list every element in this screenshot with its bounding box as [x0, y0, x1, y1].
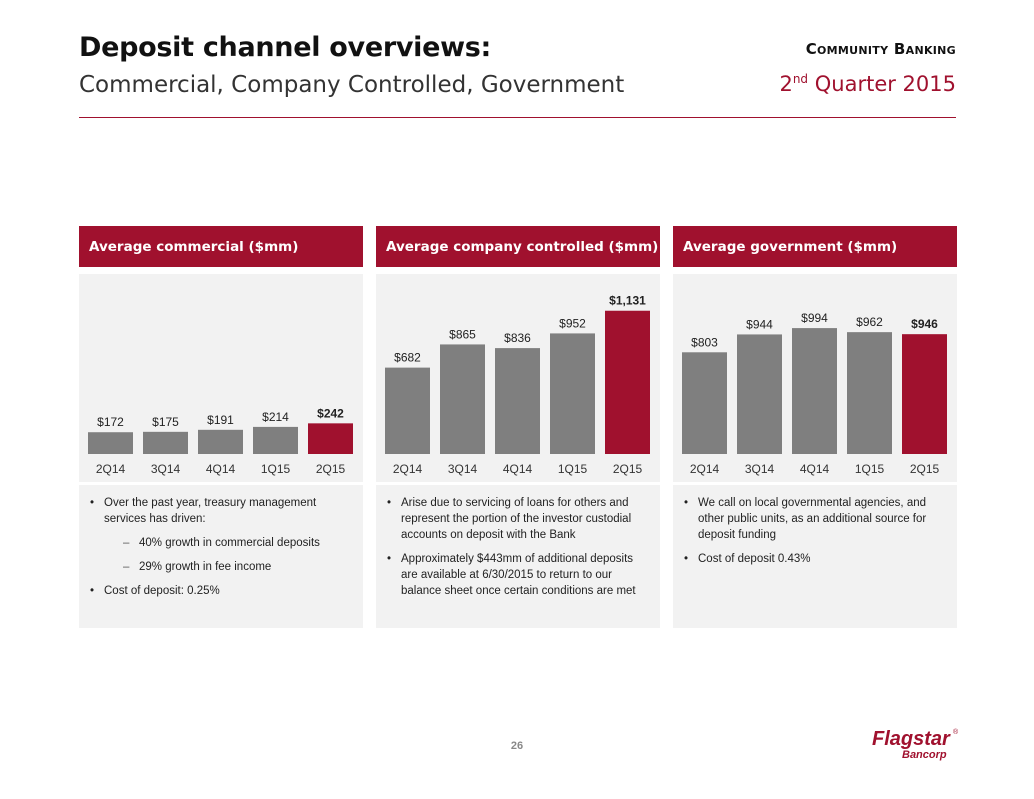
- bar: [143, 431, 188, 454]
- bullet-item: Arise due to servicing of loans for othe…: [386, 495, 640, 543]
- data-label: $242: [317, 406, 344, 420]
- svg-text:®: ®: [953, 728, 959, 736]
- data-label: $214: [262, 410, 289, 424]
- bar: [253, 426, 298, 454]
- x-tick-label: 2Q15: [613, 462, 643, 476]
- data-label: $682: [394, 351, 421, 365]
- bar: [88, 432, 133, 454]
- data-label: $803: [691, 335, 718, 349]
- data-label: $944: [746, 317, 773, 331]
- sub-bullet-item: 29% growth in fee income: [89, 559, 343, 575]
- bar: [605, 310, 650, 454]
- bar: [440, 344, 485, 454]
- bar: [737, 334, 782, 454]
- data-label: $836: [504, 331, 531, 345]
- flagstar-logo: Flagstar ® Bancorp: [870, 725, 960, 770]
- government-notes: We call on local governmental agencies, …: [673, 485, 957, 628]
- x-tick-label: 2Q15: [910, 462, 940, 476]
- x-tick-label: 1Q15: [261, 462, 291, 476]
- quarter-label: 2nd Quarter 2015: [779, 72, 956, 96]
- bar: [847, 332, 892, 454]
- section-label: Community Banking: [805, 40, 956, 58]
- bullet-item: Approximately $443mm of additional depos…: [386, 551, 640, 599]
- data-label: $994: [801, 311, 828, 325]
- company-controlled-chart-svg: $682 2Q14 $865 3Q14 $836 4Q14 $952 1Q15 $1,131 2Q…: [385, 294, 650, 476]
- x-tick-label: 2Q14: [690, 462, 720, 476]
- sub-bullet-item: 40% growth in commercial deposits: [89, 535, 343, 551]
- x-tick-label: 3Q14: [448, 462, 478, 476]
- bar: [495, 348, 540, 454]
- commercial-chart-svg: $172 2Q14 $175 3Q14 $191 4Q14 $214 1Q15 $242 2Q15: [88, 406, 353, 476]
- quarter-number: 2: [779, 72, 793, 96]
- x-tick-label: 3Q14: [745, 462, 775, 476]
- bar: [550, 333, 595, 454]
- company-controlled-notes: Arise due to servicing of loans for othe…: [376, 485, 660, 628]
- svg-text:Flagstar: Flagstar: [872, 728, 951, 750]
- page-subtitle: Commercial, Company Controlled, Governme…: [79, 72, 625, 98]
- data-label: $952: [559, 316, 586, 330]
- header-divider: [79, 117, 956, 118]
- commercial-notes: Over the past year, treasury management …: [79, 485, 363, 628]
- bar: [682, 352, 727, 454]
- government-chart-svg: $803 2Q14 $944 3Q14 $994 4Q14 $962 1Q15 $946 2Q15: [682, 311, 947, 476]
- commercial-chart: $172 2Q14 $175 3Q14 $191 4Q14 $214 1Q15 $242 2Q15: [79, 274, 363, 482]
- data-label: $962: [856, 315, 883, 329]
- government-panel-title: Average government ($mm): [673, 226, 957, 267]
- commercial-bullets: Over the past year, treasury management …: [89, 495, 343, 599]
- government-chart: $803 2Q14 $944 3Q14 $994 4Q14 $962 1Q15 $946 2Q15: [673, 274, 957, 482]
- company-controlled-chart: $682 2Q14 $865 3Q14 $836 4Q14 $952 1Q15 $1,131 2Q…: [376, 274, 660, 482]
- data-label: $175: [152, 415, 179, 429]
- bullet-item: We call on local governmental agencies, …: [683, 495, 937, 543]
- data-label: $1,131: [609, 294, 646, 308]
- bar: [902, 334, 947, 454]
- x-tick-label: 2Q15: [316, 462, 346, 476]
- data-label: $191: [207, 413, 234, 427]
- x-tick-label: 4Q14: [800, 462, 830, 476]
- data-label: $172: [97, 415, 124, 429]
- page-title: Deposit channel overviews:: [79, 32, 492, 63]
- svg-text:Bancorp: Bancorp: [902, 749, 947, 761]
- company-controlled-bullets: Arise due to servicing of loans for othe…: [386, 495, 640, 599]
- page-number: 26: [510, 740, 524, 752]
- quarter-text: Quarter 2015: [808, 72, 956, 96]
- x-tick-label: 1Q15: [855, 462, 885, 476]
- quarter-ordinal: nd: [792, 72, 809, 86]
- bullet-item: Cost of deposit: 0.25%: [89, 583, 343, 599]
- data-label: $865: [449, 327, 476, 341]
- bar: [308, 423, 353, 454]
- bullet-item: Over the past year, treasury management …: [89, 495, 343, 527]
- x-tick-label: 4Q14: [206, 462, 236, 476]
- x-tick-label: 1Q15: [558, 462, 588, 476]
- commercial-panel-title: Average commercial ($mm): [79, 226, 363, 267]
- x-tick-label: 2Q14: [96, 462, 126, 476]
- government-bullets: We call on local governmental agencies, …: [683, 495, 937, 567]
- company-controlled-panel-title: Average company controlled ($mm): [376, 226, 660, 267]
- x-tick-label: 2Q14: [393, 462, 423, 476]
- bar: [198, 429, 243, 454]
- bar: [385, 367, 430, 454]
- bullet-item: Cost of deposit 0.43%: [683, 551, 937, 567]
- x-tick-label: 3Q14: [151, 462, 181, 476]
- data-label: $946: [911, 317, 938, 331]
- x-tick-label: 4Q14: [503, 462, 533, 476]
- bar: [792, 328, 837, 454]
